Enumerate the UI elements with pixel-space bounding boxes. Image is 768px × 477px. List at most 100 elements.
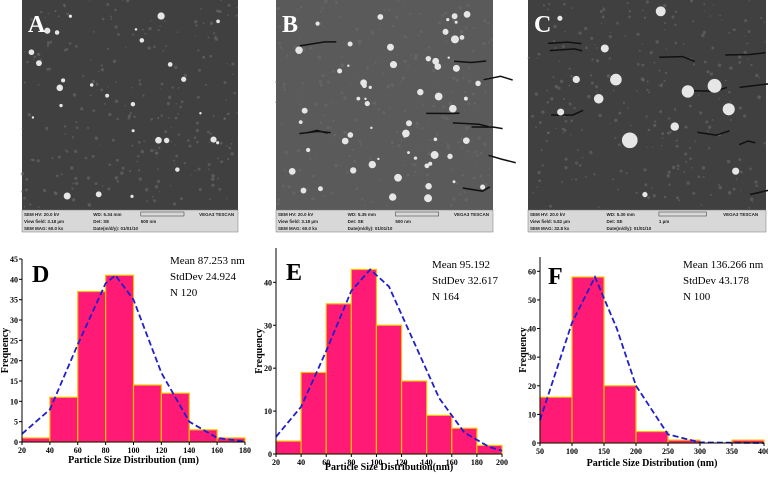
particle <box>210 136 217 143</box>
texture <box>382 111 386 115</box>
texture <box>711 46 715 50</box>
texture <box>281 123 284 125</box>
texture <box>338 136 340 139</box>
particle <box>68 14 72 18</box>
texture <box>145 188 149 192</box>
texture <box>420 150 422 152</box>
crack <box>299 41 337 47</box>
texture <box>218 187 222 191</box>
x-tick-label: 250 <box>662 447 674 456</box>
texture <box>401 76 405 80</box>
texture <box>225 99 228 102</box>
texture <box>436 132 439 135</box>
texture <box>114 81 117 84</box>
texture <box>396 130 399 134</box>
particle <box>31 116 35 119</box>
x-tick-label: 140 <box>421 458 433 467</box>
texture <box>339 164 342 167</box>
particle <box>36 60 42 67</box>
texture <box>549 204 553 208</box>
texture <box>746 42 749 45</box>
texture <box>446 142 450 146</box>
texture <box>458 6 462 10</box>
particle <box>557 15 563 21</box>
texture <box>413 170 417 173</box>
texture <box>483 19 487 23</box>
particle <box>59 103 63 108</box>
texture <box>89 94 92 97</box>
texture <box>537 52 541 56</box>
texture <box>552 40 556 43</box>
texture <box>754 180 758 184</box>
texture <box>71 136 75 139</box>
texture <box>570 119 574 123</box>
particle <box>377 157 380 161</box>
texture <box>210 23 213 26</box>
texture <box>156 179 161 184</box>
texture <box>472 176 476 180</box>
texture <box>564 30 566 33</box>
particle <box>452 64 460 72</box>
texture <box>580 129 583 132</box>
texture <box>143 140 146 143</box>
texture <box>231 62 235 66</box>
y-tick-label: 60 <box>528 267 536 276</box>
texture <box>168 95 172 100</box>
y-axis-label: Frequency <box>0 328 11 373</box>
texture <box>162 49 165 52</box>
texture <box>226 63 229 65</box>
texture <box>299 103 302 106</box>
particle <box>181 76 187 82</box>
texture <box>460 31 463 34</box>
texture <box>477 136 481 140</box>
texture <box>299 5 303 9</box>
texture <box>207 130 210 134</box>
texture <box>570 75 573 78</box>
particle <box>130 194 134 198</box>
texture <box>276 202 280 206</box>
texture <box>625 172 628 175</box>
texture <box>66 150 69 153</box>
texture <box>330 191 333 195</box>
y-axis-label: Frequency <box>254 328 265 373</box>
particle <box>356 96 361 101</box>
texture <box>537 170 541 175</box>
texture <box>180 100 184 104</box>
texture <box>220 160 224 164</box>
texture <box>614 136 617 139</box>
texture <box>729 100 732 102</box>
texture <box>462 102 464 104</box>
particle <box>167 62 173 67</box>
texture <box>674 41 678 45</box>
crack <box>471 126 503 130</box>
texture <box>643 16 647 19</box>
texture <box>355 187 359 191</box>
texture <box>442 105 445 109</box>
texture <box>703 60 707 64</box>
texture <box>444 11 448 15</box>
info-text: View field: 3.18 µm <box>24 219 64 224</box>
texture <box>86 126 90 129</box>
texture <box>94 136 99 140</box>
texture <box>280 47 283 50</box>
texture <box>68 42 72 45</box>
texture <box>228 146 232 150</box>
x-tick-label: 50 <box>536 447 544 456</box>
texture <box>292 191 296 195</box>
texture <box>71 187 74 190</box>
texture <box>614 118 618 123</box>
texture <box>744 19 748 23</box>
particle <box>306 147 311 153</box>
texture <box>532 191 535 194</box>
texture <box>595 85 598 88</box>
texture <box>691 166 694 169</box>
texture <box>535 126 537 129</box>
particle <box>448 104 457 113</box>
texture <box>89 59 92 61</box>
scale-bar <box>658 211 707 217</box>
texture <box>651 187 653 189</box>
particle <box>155 136 162 144</box>
texture <box>554 84 559 89</box>
texture <box>23 196 26 200</box>
texture <box>468 66 471 69</box>
